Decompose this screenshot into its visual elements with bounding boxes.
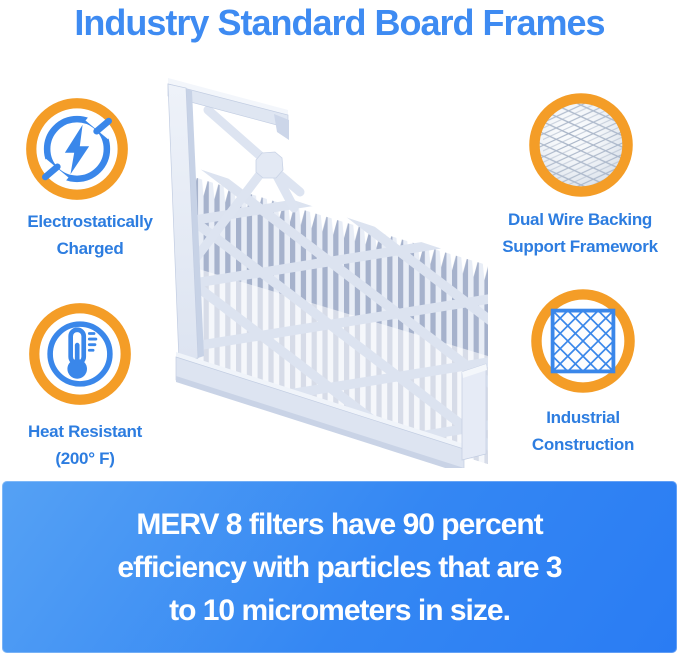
feature-label-line: Construction bbox=[531, 435, 635, 454]
feature-label-line: Dual Wire Backing bbox=[507, 210, 652, 229]
feature-label-line: Charged bbox=[56, 239, 124, 258]
lattice-square-icon bbox=[531, 289, 635, 393]
wire-mesh-icon bbox=[529, 93, 633, 197]
thermometer-icon bbox=[29, 303, 131, 405]
air-filter-illustration bbox=[167, 78, 488, 468]
feature-label-line: Electrostatically bbox=[27, 212, 153, 231]
feature-label-line: Industrial bbox=[546, 408, 620, 427]
banner-text-line: MERV 8 filters have 90 percent bbox=[136, 507, 543, 541]
feature-label-line: Heat Resistant bbox=[28, 422, 142, 441]
merv-rating-banner: MERV 8 filters have 90 percent efficienc… bbox=[2, 481, 677, 653]
page-title: Industry Standard Board Frames bbox=[74, 2, 605, 43]
banner-text-line: to 10 micrometers in size. bbox=[169, 593, 511, 627]
feature-label-line: Support Framework bbox=[502, 237, 658, 256]
banner-text-line: efficiency with particles that are 3 bbox=[117, 550, 562, 584]
feature-label-line: (200° F) bbox=[55, 449, 115, 468]
lightning-bolt-icon bbox=[26, 98, 128, 200]
